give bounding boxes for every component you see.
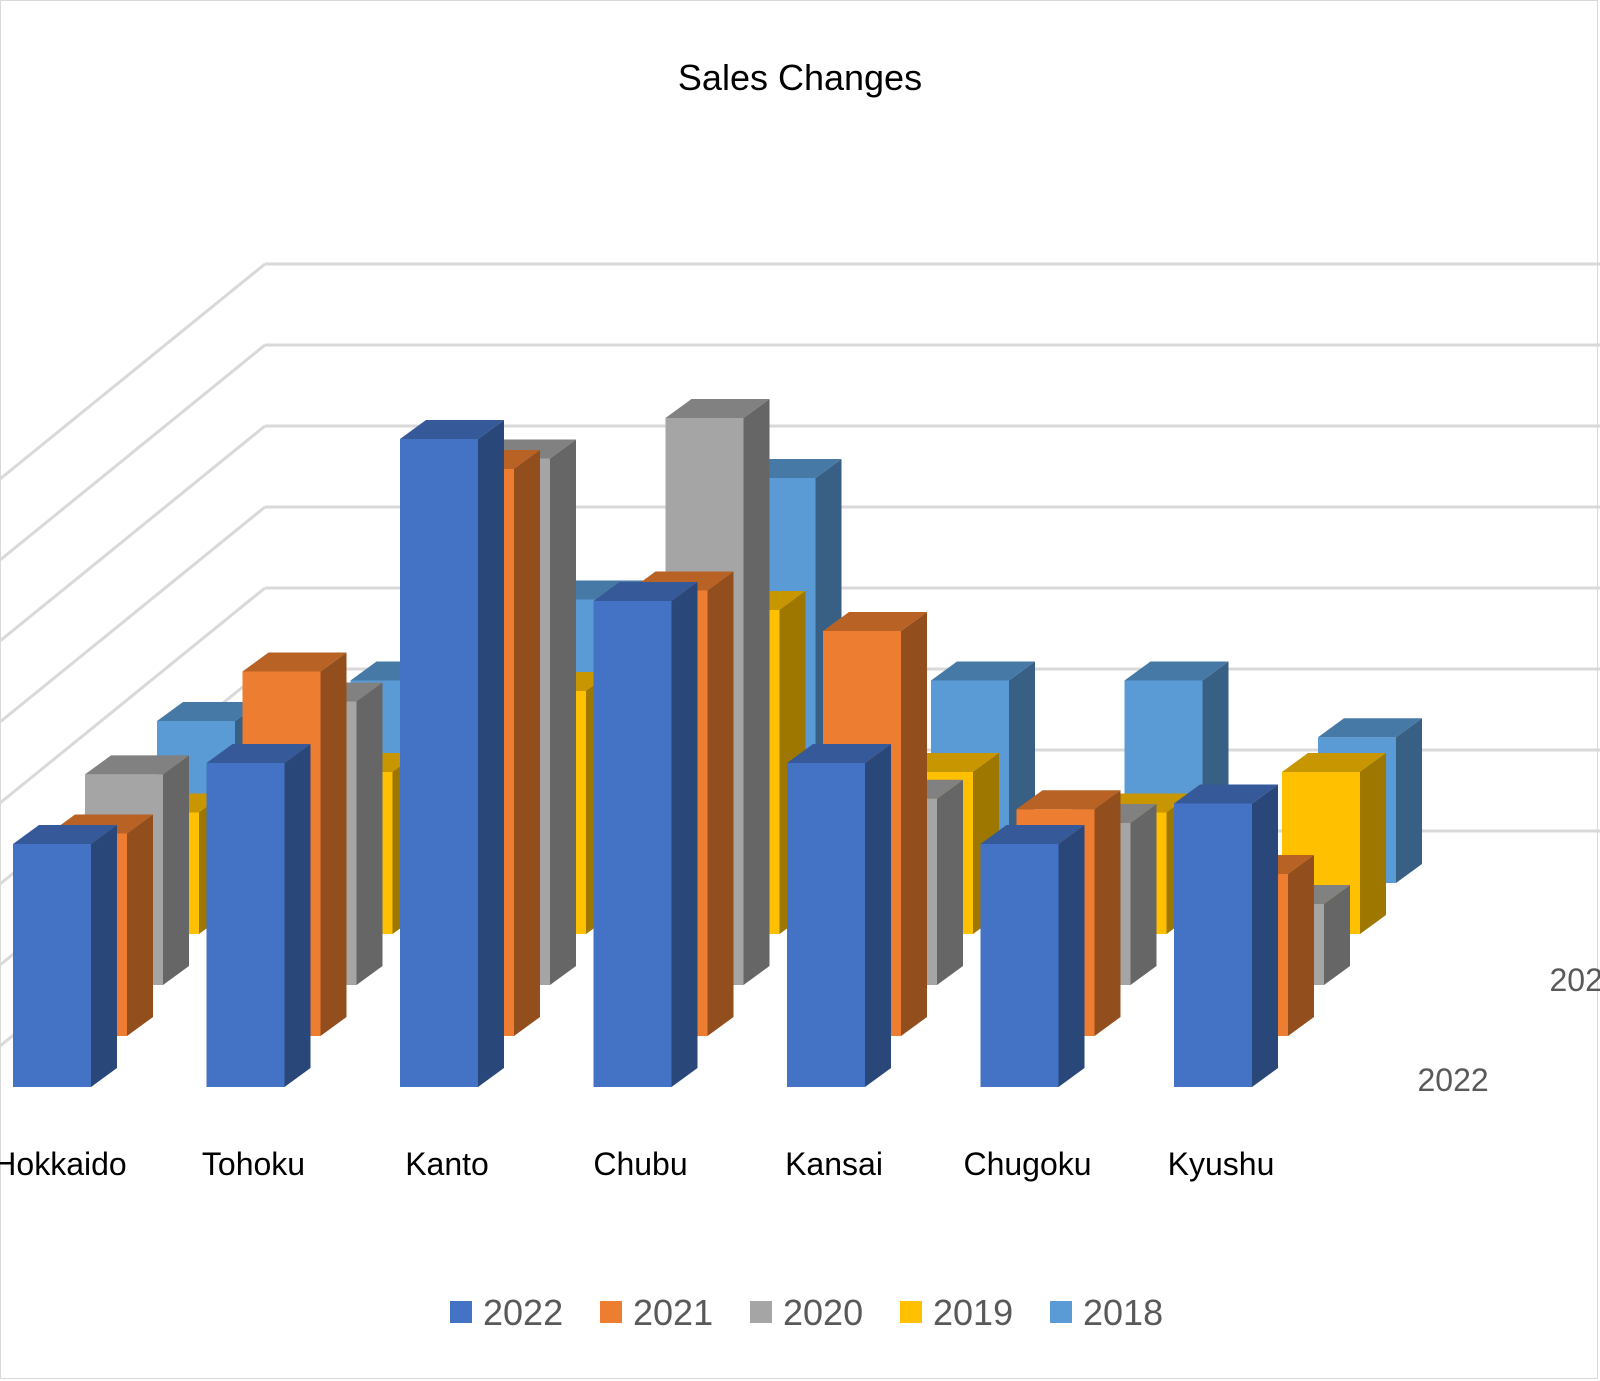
bar-top-face (1174, 784, 1278, 804)
bar-side-face (91, 825, 117, 1087)
bar-side-face (1324, 885, 1350, 985)
bar-side-face (356, 682, 383, 985)
bar-front-face (13, 844, 91, 1087)
bar-top-face (1282, 753, 1386, 772)
bar-side-face (937, 779, 963, 985)
bar-top-face (206, 744, 311, 763)
legend-label: 2018 (1083, 1292, 1163, 1333)
bar-side-face (1288, 855, 1314, 1036)
bar-side-face (1252, 784, 1278, 1087)
bar-front-face (787, 763, 865, 1087)
bar-side-face (707, 571, 734, 1036)
bar-top-face (787, 744, 891, 763)
bar-side-face (671, 582, 698, 1087)
bar-2022-kanto[interactable] (400, 420, 504, 1087)
bar-top-face (400, 420, 504, 439)
category-label: Chubu (593, 1146, 687, 1182)
bar-side-face (865, 744, 891, 1087)
gridline-side (0, 343, 266, 562)
bars (13, 399, 1422, 1087)
legend-swatch (450, 1301, 472, 1323)
legend-item-2020[interactable]: 2020 (750, 1292, 863, 1333)
bar-side-face (127, 814, 153, 1036)
bar-2022-kansai[interactable] (787, 744, 891, 1087)
legend[interactable]: 2022 2021 2020 2019 2018 (450, 1292, 1163, 1333)
bar-side-face (550, 439, 576, 985)
bar-top-face (1124, 661, 1229, 681)
legend-label: 2020 (783, 1292, 863, 1333)
bar-top-face (85, 755, 189, 775)
category-label: Tohoku (202, 1146, 305, 1182)
bar-front-face (593, 601, 672, 1087)
bar-2022-tohoku[interactable] (206, 744, 311, 1087)
bar-side-face (901, 612, 927, 1036)
legend-item-2019[interactable]: 2019 (900, 1292, 1013, 1333)
legend-item-2022[interactable]: 2022 (450, 1292, 563, 1333)
bar-side-face (514, 450, 540, 1036)
bar-side-face (1058, 825, 1085, 1087)
bar-side-face (163, 755, 189, 985)
bar-top-face (13, 825, 117, 844)
category-label: Chugoku (963, 1146, 1091, 1182)
legend-label: 2019 (933, 1292, 1013, 1333)
bar-2022-kyushu[interactable] (1174, 784, 1278, 1088)
bar-side-face (320, 652, 347, 1036)
category-label: Kyushu (1168, 1146, 1275, 1182)
bar-side-face (743, 399, 770, 985)
bar-top-face (242, 652, 347, 672)
depth-axis-label: 2020 (1550, 962, 1600, 998)
legend-label: 2022 (483, 1292, 563, 1333)
bar-side-face (1094, 790, 1121, 1036)
gridline-side (0, 262, 266, 481)
bar-top-face (823, 612, 927, 631)
bar-top-face (931, 661, 1035, 681)
legend-swatch (1050, 1301, 1072, 1323)
bar-top-face (1318, 718, 1422, 738)
legend-swatch (900, 1301, 922, 1323)
depth-axis-label: 2022 (1418, 1062, 1489, 1098)
bar-2022-chubu[interactable] (593, 582, 698, 1087)
bar-front-face (980, 844, 1059, 1087)
bar-top-face (665, 399, 770, 418)
legend-swatch (750, 1301, 772, 1323)
bar-top-face (1016, 790, 1121, 810)
bar-side-face (1396, 718, 1422, 883)
gridline-side (0, 505, 266, 724)
category-labels: Hokkaido Tohoku Kanto Chubu Kansai Chugoku Kyu… (0, 1146, 1274, 1182)
bar-side-face (478, 420, 504, 1087)
bar-side-face (284, 744, 311, 1087)
bar-top-face (980, 825, 1085, 844)
depth-axis-labels: 2022 2020 (1418, 962, 1600, 1098)
bar-top-face (593, 582, 698, 601)
bar-front-face (206, 763, 285, 1087)
gridline-side (0, 424, 266, 643)
chart-title: Sales Changes (678, 57, 922, 98)
legend-label: 2021 (633, 1292, 713, 1333)
bar-side-face (1130, 804, 1157, 985)
legend-item-2021[interactable]: 2021 (600, 1292, 713, 1333)
category-label: Kanto (405, 1146, 489, 1182)
bar-2022-chugoku[interactable] (980, 825, 1085, 1087)
bar-front-face (1174, 803, 1252, 1087)
category-label: Hokkaido (0, 1146, 127, 1182)
bar-top-face (157, 702, 261, 721)
gridline-side (0, 586, 266, 805)
bar-2022-hokkaido[interactable] (13, 825, 117, 1087)
legend-item-2018[interactable]: 2018 (1050, 1292, 1163, 1333)
bar-front-face (400, 439, 478, 1087)
bar-side-face (1360, 753, 1386, 934)
legend-swatch (600, 1301, 622, 1323)
category-label: Kansai (785, 1146, 883, 1182)
